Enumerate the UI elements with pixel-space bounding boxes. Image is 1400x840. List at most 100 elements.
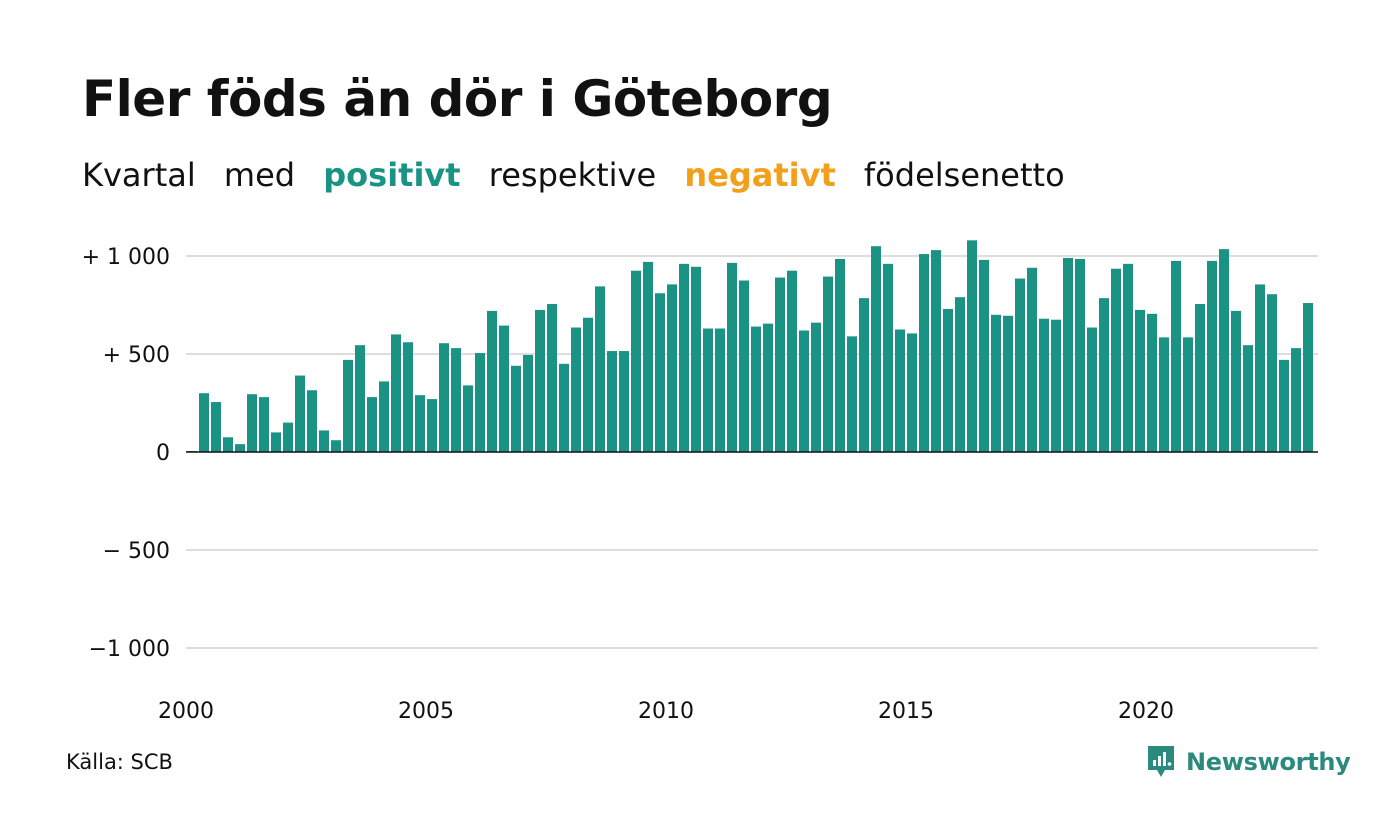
bar	[907, 333, 917, 452]
bar	[619, 351, 629, 452]
bar	[427, 399, 437, 452]
bar	[595, 286, 605, 452]
bar	[1255, 284, 1265, 452]
x-axis-labels: 2000 2005 2010 2015 2020	[158, 699, 1174, 724]
bar	[1051, 319, 1061, 452]
bar	[967, 240, 977, 452]
newsworthy-icon	[1148, 746, 1174, 777]
bar	[343, 359, 353, 452]
bar	[1099, 298, 1109, 452]
bar	[607, 351, 617, 452]
bar	[1159, 337, 1169, 452]
bar	[391, 334, 401, 452]
bar	[631, 270, 641, 452]
source-note: Källa: SCB	[66, 750, 173, 774]
bar	[271, 432, 281, 452]
bar	[475, 353, 485, 452]
bar	[895, 329, 905, 452]
brand-logo[interactable]: Newsworthy	[1146, 744, 1351, 780]
bar	[643, 261, 653, 452]
bar	[763, 323, 773, 452]
bar	[1291, 348, 1301, 452]
bar	[667, 284, 677, 452]
bar	[439, 343, 449, 452]
bar	[1231, 310, 1241, 452]
subtitle-word: Kvartal	[82, 156, 196, 194]
bar	[691, 266, 701, 452]
bar	[1039, 318, 1049, 452]
bar	[739, 280, 749, 452]
y-tick-label: − 500	[103, 539, 170, 564]
bar	[283, 422, 293, 452]
bar	[523, 354, 533, 452]
bar	[979, 259, 989, 452]
bar	[499, 325, 509, 452]
bar	[1303, 303, 1313, 452]
bar	[319, 430, 329, 452]
bar	[955, 297, 965, 452]
bar	[811, 322, 821, 452]
bar	[487, 310, 497, 452]
brand-name: Newsworthy	[1186, 748, 1351, 776]
bar	[463, 385, 473, 452]
chart-subtitle: Kvartal med positivt respektive negativt…	[82, 156, 1083, 194]
x-tick-label: 2005	[398, 699, 454, 724]
bar	[943, 308, 953, 452]
bar	[883, 263, 893, 452]
subtitle-word: med	[223, 156, 296, 194]
bar	[331, 440, 341, 452]
chart-title: Fler föds än dör i Göteborg	[82, 70, 833, 128]
bar	[547, 304, 557, 452]
bar-chart: + 1 000 + 500 0 − 500 −1 000 2000 2005 2010 201…	[82, 240, 1318, 724]
bar	[223, 437, 233, 452]
bar	[451, 348, 461, 452]
y-axis-labels: + 1 000 + 500 0 − 500 −1 000	[82, 245, 170, 662]
bar	[247, 394, 257, 452]
bar	[871, 246, 881, 452]
bar	[1135, 309, 1145, 452]
y-tick-label: 0	[156, 441, 170, 466]
bar	[415, 395, 425, 452]
bar	[991, 314, 1001, 452]
bar	[259, 397, 269, 452]
bar	[1171, 260, 1181, 452]
bar	[715, 328, 725, 452]
bar	[1063, 257, 1073, 452]
bar	[703, 328, 713, 452]
bar	[1027, 267, 1037, 452]
bar	[1243, 345, 1253, 452]
y-tick-label: + 1 000	[82, 245, 170, 270]
bar	[799, 330, 809, 452]
subtitle-word: respektive	[488, 156, 657, 194]
bar	[235, 444, 245, 452]
bar	[1123, 263, 1133, 452]
bar	[751, 326, 761, 452]
y-tick-label: + 500	[103, 343, 170, 368]
bar	[379, 381, 389, 452]
bar	[847, 336, 857, 452]
bar	[1267, 294, 1277, 452]
bar	[1087, 327, 1097, 452]
x-tick-label: 2020	[1118, 699, 1174, 724]
bar	[1111, 268, 1121, 452]
bar	[535, 309, 545, 452]
bar	[835, 258, 845, 452]
bar	[655, 293, 665, 452]
bar	[403, 342, 413, 452]
bar	[1147, 313, 1157, 452]
bar	[727, 262, 737, 452]
bar	[823, 276, 833, 452]
bar	[583, 317, 593, 452]
bar	[859, 298, 869, 452]
bar	[775, 277, 785, 452]
x-tick-label: 2015	[878, 699, 934, 724]
bar	[1195, 304, 1205, 452]
bar	[1279, 359, 1289, 452]
bar	[1207, 260, 1217, 452]
bar	[511, 365, 521, 452]
bar	[571, 327, 581, 452]
subtitle-word: födelsenetto	[863, 156, 1065, 194]
bar	[1003, 315, 1013, 452]
bar	[1219, 249, 1229, 452]
bar	[1183, 337, 1193, 452]
